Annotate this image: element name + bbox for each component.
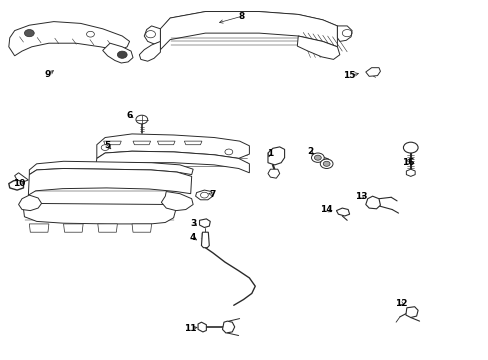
Polygon shape <box>267 147 284 165</box>
Circle shape <box>136 115 147 124</box>
Text: 7: 7 <box>209 190 216 199</box>
Polygon shape <box>28 168 191 195</box>
Polygon shape <box>23 203 176 224</box>
Polygon shape <box>132 224 151 232</box>
Text: 6: 6 <box>126 111 132 120</box>
Polygon shape <box>97 134 249 158</box>
Polygon shape <box>139 41 160 61</box>
Text: 4: 4 <box>189 233 196 242</box>
Polygon shape <box>133 141 150 145</box>
Text: 13: 13 <box>354 192 366 201</box>
Polygon shape <box>267 169 279 178</box>
Polygon shape <box>337 26 351 41</box>
Polygon shape <box>297 36 339 59</box>
Text: 1: 1 <box>266 149 272 158</box>
Polygon shape <box>98 224 117 232</box>
Text: 15: 15 <box>343 71 355 80</box>
Circle shape <box>314 155 321 160</box>
Text: 2: 2 <box>307 147 313 156</box>
Polygon shape <box>199 219 210 228</box>
Polygon shape <box>63 224 83 232</box>
Polygon shape <box>365 196 380 209</box>
Polygon shape <box>15 173 28 182</box>
Polygon shape <box>19 195 41 211</box>
Circle shape <box>320 159 332 168</box>
Polygon shape <box>29 224 49 232</box>
Polygon shape <box>102 43 133 63</box>
Polygon shape <box>405 307 417 318</box>
Polygon shape <box>406 169 414 176</box>
Polygon shape <box>29 161 193 175</box>
Circle shape <box>403 142 417 153</box>
Text: 3: 3 <box>190 219 196 228</box>
Polygon shape <box>365 68 380 76</box>
Polygon shape <box>157 141 175 145</box>
Polygon shape <box>336 208 349 216</box>
Polygon shape <box>160 12 337 50</box>
Circle shape <box>24 30 34 37</box>
Polygon shape <box>198 322 206 332</box>
Polygon shape <box>95 151 249 173</box>
Circle shape <box>323 161 329 166</box>
Polygon shape <box>161 192 193 211</box>
Polygon shape <box>9 22 129 56</box>
Text: 5: 5 <box>104 141 110 150</box>
Polygon shape <box>184 141 202 145</box>
Text: 14: 14 <box>320 205 332 214</box>
Polygon shape <box>103 141 121 145</box>
Polygon shape <box>161 12 337 33</box>
Circle shape <box>311 153 324 162</box>
Text: 16: 16 <box>401 158 414 167</box>
Polygon shape <box>222 321 234 333</box>
Text: 9: 9 <box>44 71 51 79</box>
Text: 10: 10 <box>13 179 26 188</box>
Text: 8: 8 <box>239 12 244 21</box>
Polygon shape <box>144 26 160 44</box>
Polygon shape <box>201 232 209 248</box>
Circle shape <box>117 51 127 58</box>
Text: 11: 11 <box>184 324 197 333</box>
Polygon shape <box>195 190 212 200</box>
Text: 12: 12 <box>394 299 407 307</box>
